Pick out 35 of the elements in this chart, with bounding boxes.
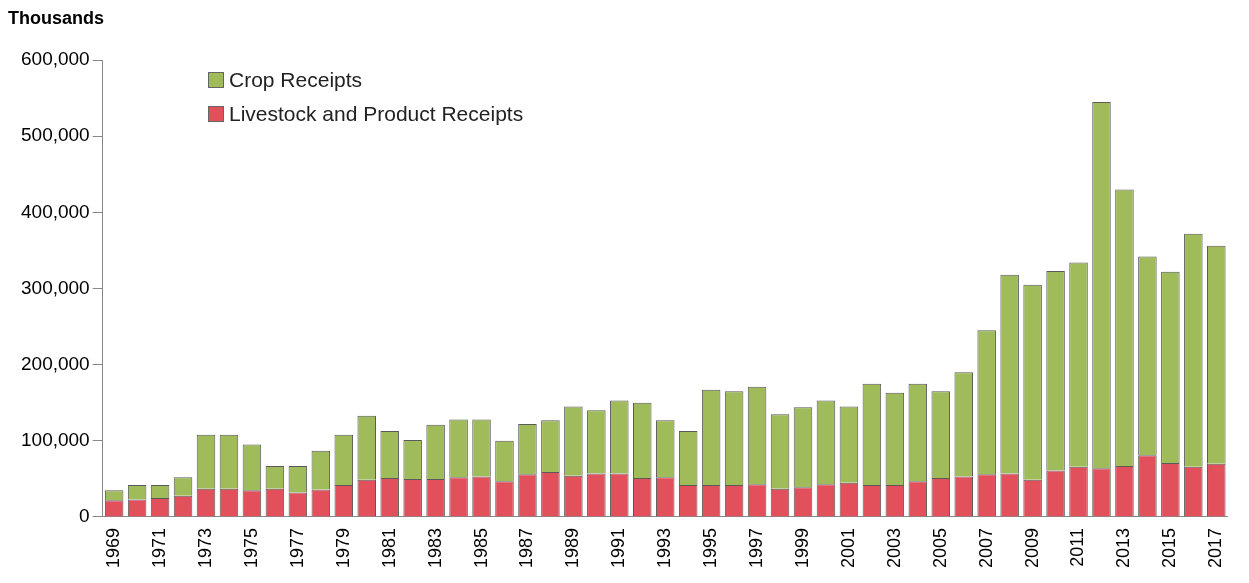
x-tick-label: 1999 <box>791 527 812 568</box>
x-tick-label: 1985 <box>470 527 491 568</box>
x-tick-label: 1991 <box>608 527 629 568</box>
x-tick-label: 1989 <box>562 527 583 568</box>
legend-label: Crop Receipts <box>229 68 363 92</box>
x-tick-label: 2009 <box>1021 527 1042 568</box>
x-tick-label: 1977 <box>286 527 307 568</box>
x-tick-label: 1973 <box>194 527 215 568</box>
y-tick-label: 500,000 <box>20 124 90 146</box>
x-tick-label: 1983 <box>424 527 445 568</box>
y-tick-label: 600,000 <box>20 48 90 70</box>
x-tick-label: 1995 <box>700 527 721 568</box>
x-tick-label: 2005 <box>929 527 950 568</box>
x-tick-label: 2011 <box>1067 527 1088 567</box>
y-axis-title: Thousands <box>8 8 105 29</box>
x-tick-label: 2007 <box>975 527 996 568</box>
y-tick-label: 100,000 <box>20 429 90 451</box>
x-tick-label: 1975 <box>240 527 261 568</box>
x-tick-label: 1969 <box>103 527 124 568</box>
x-tick-label: 1971 <box>149 527 170 568</box>
y-tick-label: 200,000 <box>20 352 90 374</box>
x-tick-label: 2017 <box>1205 527 1226 568</box>
x-tick-label: 2003 <box>883 527 904 568</box>
x-tick-label: 1979 <box>332 527 353 568</box>
y-tick-label: 0 <box>79 505 90 527</box>
x-tick-label: 2015 <box>1159 527 1180 568</box>
x-tick-label: 1993 <box>654 527 675 568</box>
x-tick-label: 1981 <box>378 527 399 568</box>
x-tick-label: 1987 <box>516 527 537 568</box>
x-tick-label: 2001 <box>837 527 858 568</box>
legend-label: Livestock and Product Receipts <box>229 102 524 126</box>
y-tick-label: 300,000 <box>20 276 90 298</box>
x-tick-label: 2013 <box>1113 527 1134 568</box>
x-tick-label: 1997 <box>746 527 767 568</box>
y-tick-label: 400,000 <box>20 200 90 222</box>
